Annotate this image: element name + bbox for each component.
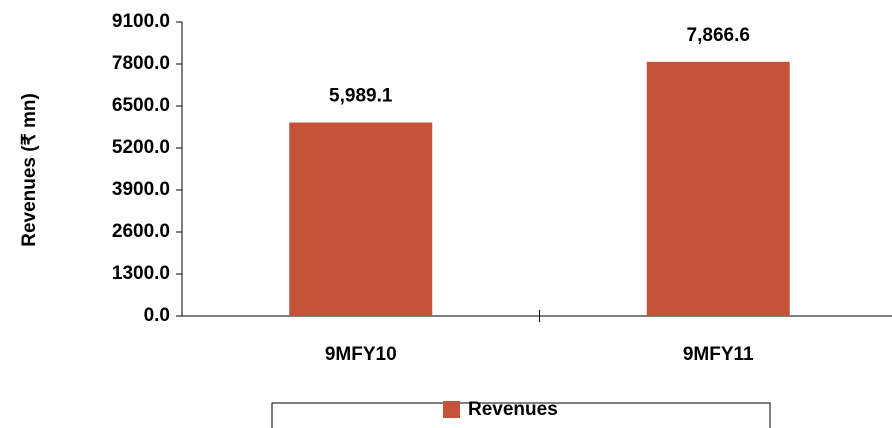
- y-tick-label: 7800.0: [112, 53, 170, 74]
- data-label: 5,989.1: [329, 86, 393, 107]
- y-tick-label: 3900.0: [112, 179, 170, 200]
- x-tick-label: 9MFY10: [325, 344, 397, 365]
- legend-label: Revenues: [468, 399, 558, 420]
- y-axis-label: Revenues (₹ mn): [19, 93, 40, 247]
- x-tick-label: 9MFY11: [683, 344, 754, 365]
- bar: [289, 122, 433, 316]
- y-tick-label: 1300.0: [112, 263, 170, 284]
- y-tick-label: 9100.0: [112, 11, 170, 32]
- y-tick-label: 0.0: [144, 305, 170, 326]
- legend-swatch: [443, 401, 460, 418]
- y-tick-label: 6500.0: [112, 95, 170, 116]
- data-label: 7,866.6: [687, 25, 750, 46]
- bar: [646, 61, 790, 316]
- legend-box: [271, 402, 771, 428]
- y-tick-label: 2600.0: [112, 221, 170, 242]
- y-tick-label: 5200.0: [112, 137, 170, 158]
